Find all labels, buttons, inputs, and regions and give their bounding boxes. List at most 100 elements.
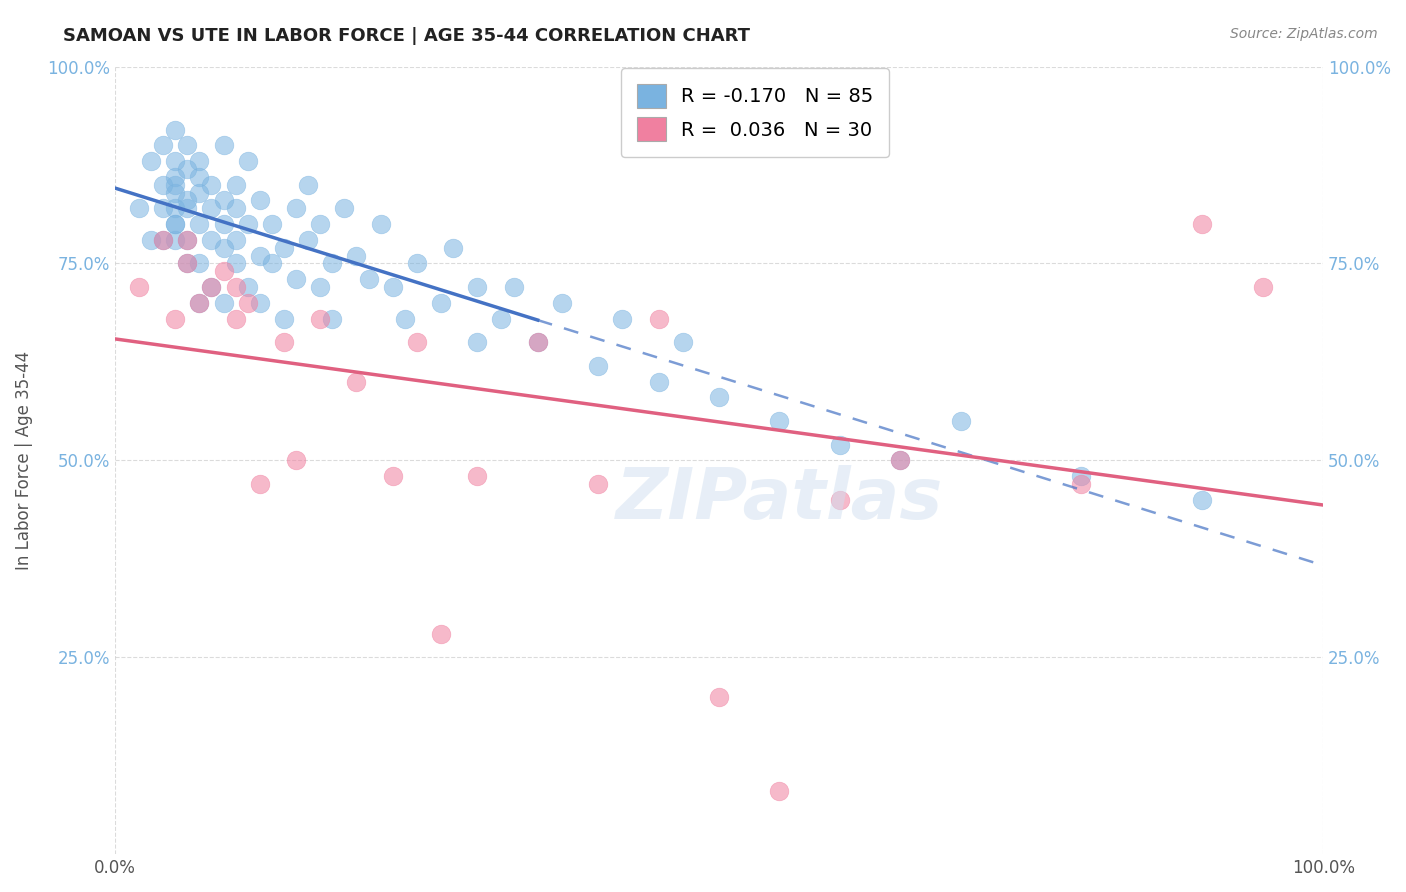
Y-axis label: In Labor Force | Age 35-44: In Labor Force | Age 35-44 (15, 351, 32, 570)
Point (430, 626, 453, 640)
Point (188, 169, 211, 184)
Point (1191, 492, 1213, 507)
Point (200, 178, 222, 192)
Point (165, 169, 187, 184)
Point (357, 272, 380, 286)
Point (225, 311, 247, 326)
Point (188, 154, 211, 169)
Point (491, 311, 513, 326)
Point (260, 217, 283, 231)
Point (152, 202, 174, 216)
Point (176, 233, 198, 247)
Point (165, 233, 187, 247)
Point (526, 335, 548, 350)
Point (225, 178, 247, 192)
Point (249, 296, 271, 310)
Point (152, 178, 174, 192)
Point (212, 194, 235, 208)
Point (188, 296, 211, 310)
Point (139, 154, 162, 169)
Point (260, 256, 283, 270)
Point (586, 359, 609, 373)
Point (200, 280, 222, 294)
Point (188, 186, 211, 200)
Point (647, 375, 669, 389)
Point (139, 233, 162, 247)
Point (1251, 280, 1274, 294)
Point (285, 453, 308, 467)
Point (889, 453, 911, 467)
Point (176, 138, 198, 153)
Point (465, 280, 488, 294)
Point (346, 249, 368, 263)
Point (1070, 469, 1092, 483)
Point (176, 256, 198, 270)
Point (647, 311, 669, 326)
Point (152, 233, 174, 247)
Point (152, 233, 174, 247)
Point (165, 217, 187, 231)
Legend: R = -0.170   N = 85, R =  0.036   N = 30: R = -0.170 N = 85, R = 0.036 N = 30 (621, 69, 889, 157)
Point (200, 280, 222, 294)
Point (165, 202, 187, 216)
Point (949, 414, 972, 428)
Point (200, 233, 222, 247)
Point (176, 233, 198, 247)
Point (441, 241, 464, 255)
Point (165, 217, 187, 231)
Point (526, 335, 548, 350)
Point (394, 311, 416, 326)
Text: Source: ZipAtlas.com: Source: ZipAtlas.com (1230, 27, 1378, 41)
Point (465, 335, 488, 350)
Point (297, 178, 319, 192)
Point (370, 217, 392, 231)
Point (249, 194, 271, 208)
Point (586, 477, 609, 491)
Point (430, 296, 453, 310)
Point (188, 256, 211, 270)
Point (333, 202, 356, 216)
Point (768, 784, 790, 798)
Point (672, 335, 695, 350)
Point (828, 492, 851, 507)
Point (212, 241, 235, 255)
Point (249, 477, 271, 491)
Point (236, 280, 259, 294)
Point (225, 233, 247, 247)
Point (212, 264, 235, 278)
Point (128, 202, 150, 216)
Point (551, 296, 574, 310)
Point (212, 217, 235, 231)
Point (889, 453, 911, 467)
Point (236, 217, 259, 231)
Point (176, 202, 198, 216)
Point (309, 280, 332, 294)
Point (188, 217, 211, 231)
Point (128, 280, 150, 294)
Point (297, 233, 319, 247)
Point (707, 690, 730, 704)
Point (1070, 477, 1092, 491)
Point (465, 469, 488, 483)
Point (273, 335, 295, 350)
Point (225, 256, 247, 270)
Point (502, 280, 524, 294)
Point (285, 272, 308, 286)
Point (273, 311, 295, 326)
Point (225, 280, 247, 294)
Text: ZIPatlas: ZIPatlas (616, 466, 943, 534)
Point (176, 194, 198, 208)
Point (225, 202, 247, 216)
Point (1191, 217, 1213, 231)
Point (285, 202, 308, 216)
Point (346, 375, 368, 389)
Point (236, 296, 259, 310)
Point (212, 138, 235, 153)
Point (165, 122, 187, 136)
Point (165, 186, 187, 200)
Point (176, 256, 198, 270)
Point (381, 469, 404, 483)
Point (405, 256, 427, 270)
Point (165, 178, 187, 192)
Point (612, 311, 634, 326)
